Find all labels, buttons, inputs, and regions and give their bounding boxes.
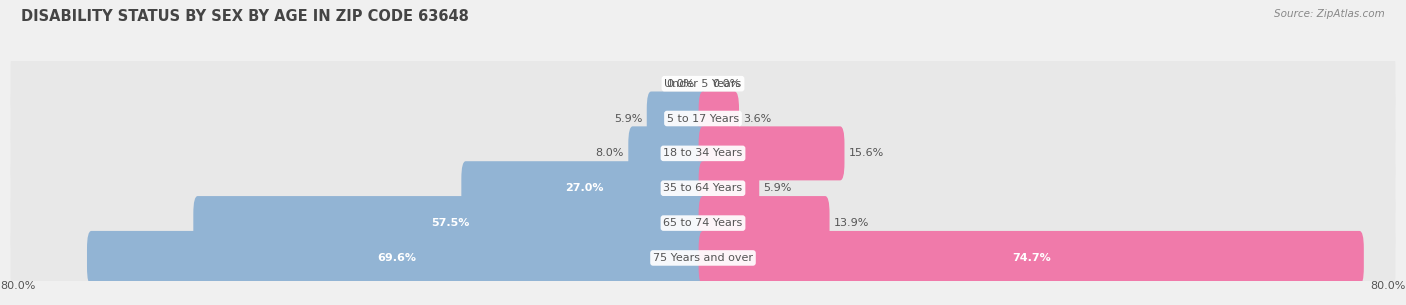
FancyBboxPatch shape <box>699 196 830 250</box>
FancyBboxPatch shape <box>10 193 1395 253</box>
Text: 18 to 34 Years: 18 to 34 Years <box>664 148 742 158</box>
Text: Under 5 Years: Under 5 Years <box>665 79 741 89</box>
Text: 5.9%: 5.9% <box>763 183 792 193</box>
Text: Source: ZipAtlas.com: Source: ZipAtlas.com <box>1274 9 1385 19</box>
Text: 80.0%: 80.0% <box>1371 281 1406 291</box>
Text: 15.6%: 15.6% <box>849 148 884 158</box>
FancyBboxPatch shape <box>10 158 1395 219</box>
FancyBboxPatch shape <box>699 231 1364 285</box>
FancyBboxPatch shape <box>461 161 707 215</box>
Text: 35 to 64 Years: 35 to 64 Years <box>664 183 742 193</box>
Text: 8.0%: 8.0% <box>596 148 624 158</box>
FancyBboxPatch shape <box>87 231 707 285</box>
Text: 27.0%: 27.0% <box>565 183 603 193</box>
Text: DISABILITY STATUS BY SEX BY AGE IN ZIP CODE 63648: DISABILITY STATUS BY SEX BY AGE IN ZIP C… <box>21 9 470 24</box>
Text: 69.6%: 69.6% <box>378 253 416 263</box>
Text: 0.0%: 0.0% <box>711 79 740 89</box>
FancyBboxPatch shape <box>699 92 740 145</box>
Text: 80.0%: 80.0% <box>0 281 35 291</box>
FancyBboxPatch shape <box>628 126 707 180</box>
FancyBboxPatch shape <box>10 123 1395 184</box>
FancyBboxPatch shape <box>10 53 1395 114</box>
FancyBboxPatch shape <box>699 161 759 215</box>
FancyBboxPatch shape <box>647 92 707 145</box>
Text: 3.6%: 3.6% <box>744 113 772 124</box>
Text: 5.9%: 5.9% <box>614 113 643 124</box>
Text: 0.0%: 0.0% <box>666 79 695 89</box>
Text: 57.5%: 57.5% <box>432 218 470 228</box>
Text: 75 Years and over: 75 Years and over <box>652 253 754 263</box>
FancyBboxPatch shape <box>10 88 1395 149</box>
Text: 74.7%: 74.7% <box>1012 253 1050 263</box>
FancyBboxPatch shape <box>699 126 845 180</box>
Text: 13.9%: 13.9% <box>834 218 869 228</box>
Text: 5 to 17 Years: 5 to 17 Years <box>666 113 740 124</box>
FancyBboxPatch shape <box>194 196 707 250</box>
FancyBboxPatch shape <box>10 228 1395 288</box>
Text: 65 to 74 Years: 65 to 74 Years <box>664 218 742 228</box>
